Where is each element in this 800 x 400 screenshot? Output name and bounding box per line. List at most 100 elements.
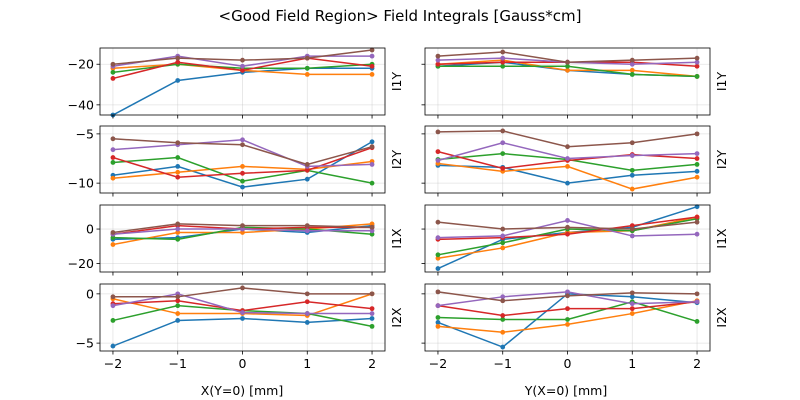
data-point	[304, 55, 310, 61]
data-point	[175, 169, 181, 175]
data-point	[694, 63, 700, 69]
data-point	[629, 226, 635, 232]
data-point	[175, 294, 181, 300]
data-point	[500, 55, 506, 61]
data-point	[175, 55, 181, 61]
data-point	[175, 236, 181, 242]
data-point	[304, 71, 310, 77]
data-point	[175, 303, 181, 309]
data-point	[500, 140, 506, 146]
data-point	[435, 252, 441, 258]
panel-i2y-x: −5 −10 I2Y	[68, 125, 404, 197]
data-point	[500, 59, 506, 65]
data-point	[240, 170, 245, 176]
data-point	[369, 224, 375, 230]
data-point	[304, 223, 310, 229]
data-point	[500, 226, 506, 232]
data-point	[304, 162, 310, 167]
data-point	[304, 167, 310, 173]
data-point	[369, 311, 375, 316]
x-axis-label-left: X(Y=0) [mm]	[201, 383, 283, 398]
data-point	[240, 310, 245, 315]
x-tick-label: −2	[429, 356, 447, 371]
data-point	[175, 226, 181, 232]
data-point	[175, 318, 181, 323]
data-point	[240, 63, 245, 69]
x-tick-label: 0	[239, 356, 247, 371]
data-point	[565, 289, 570, 295]
data-point	[240, 57, 245, 63]
data-point	[565, 180, 570, 186]
data-point	[694, 168, 700, 174]
data-point	[175, 78, 181, 83]
data-point	[240, 226, 245, 232]
data-point	[175, 230, 181, 235]
data-point	[175, 221, 181, 227]
data-point	[500, 298, 506, 304]
data-point	[694, 174, 700, 180]
data-point	[435, 158, 441, 163]
data-point	[694, 219, 700, 225]
data-point	[175, 59, 181, 65]
data-point	[565, 224, 570, 230]
data-point	[435, 303, 441, 309]
data-point	[694, 319, 700, 324]
data-point	[694, 59, 700, 65]
data-point	[175, 140, 181, 146]
data-point	[500, 151, 506, 156]
data-point	[629, 153, 635, 158]
x-tick-label: 1	[628, 356, 636, 371]
data-point	[369, 306, 375, 312]
data-point	[500, 245, 506, 251]
data-point	[240, 137, 245, 143]
data-point	[565, 59, 570, 65]
data-point	[629, 233, 635, 239]
data-point	[629, 311, 635, 316]
data-point	[110, 69, 116, 75]
data-point	[694, 231, 700, 237]
data-point	[240, 223, 245, 229]
data-point	[565, 218, 570, 223]
data-point	[435, 255, 441, 261]
data-point	[629, 294, 635, 300]
x-tick-label: −2	[104, 356, 122, 371]
data-point	[110, 294, 116, 300]
data-point	[304, 228, 310, 234]
x-tick-label: 1	[303, 356, 311, 371]
y-tick-label: −40	[68, 97, 94, 112]
data-point	[369, 291, 375, 297]
data-point	[629, 172, 635, 178]
data-point	[435, 289, 441, 295]
data-point	[240, 67, 245, 73]
data-point	[435, 235, 441, 241]
panel-i1x-y: I1X	[421, 204, 729, 276]
data-point	[500, 329, 506, 335]
data-point	[369, 63, 375, 69]
data-point	[175, 163, 181, 169]
data-point	[110, 235, 116, 241]
data-point	[175, 298, 181, 304]
data-point	[369, 180, 375, 186]
data-point	[629, 223, 635, 229]
data-point	[629, 71, 635, 77]
data-point	[369, 139, 375, 145]
data-point	[500, 128, 506, 134]
y-tick-label: 0	[86, 222, 94, 237]
data-point	[694, 214, 700, 220]
data-point	[110, 61, 116, 67]
data-point	[240, 142, 245, 148]
data-point	[565, 293, 570, 299]
data-point	[369, 316, 375, 321]
data-point	[369, 162, 375, 167]
data-point	[240, 178, 245, 184]
data-point	[565, 67, 570, 73]
x-tick-label: 2	[693, 356, 701, 371]
x-tick-label: 2	[368, 356, 376, 371]
data-point	[565, 156, 570, 161]
panel-i1y-x: −20 −40 I1Y	[68, 47, 404, 119]
panel-i1y-y: I1Y	[421, 47, 729, 119]
data-point	[565, 321, 570, 327]
data-point	[629, 290, 635, 296]
